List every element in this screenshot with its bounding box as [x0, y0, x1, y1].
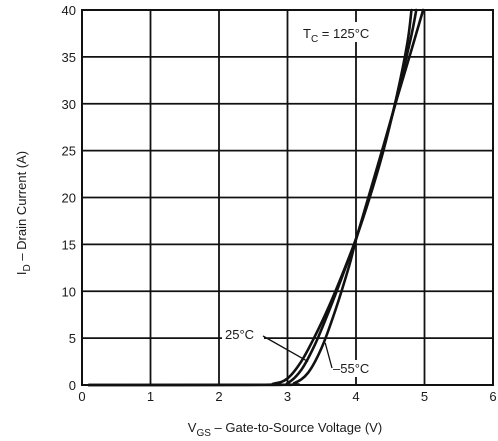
y-tick-label: 0 [69, 378, 76, 393]
x-tick-label: 3 [284, 389, 291, 404]
y-tick-label: 5 [69, 331, 76, 346]
y-tick-label: 15 [62, 237, 76, 252]
x-axis-label: VGS – Gate-to-Source Voltage (V) [188, 420, 382, 439]
y-tick-labels: 0 5 10 15 20 25 30 35 40 [62, 3, 76, 393]
x-tick-label: 6 [489, 389, 496, 404]
svg-text:–55°C: –55°C [333, 361, 369, 376]
y-tick-label: 20 [62, 191, 76, 206]
plot-frame [81, 9, 494, 386]
y-tick-label: 25 [62, 144, 76, 159]
y-tick-label: 40 [62, 3, 76, 18]
svg-text:25°C: 25°C [225, 327, 254, 342]
y-axis-label: ID – Drain Current (A) [14, 151, 33, 275]
annotation-25c: 25°C [222, 325, 309, 363]
x-tick-label: 2 [215, 389, 222, 404]
annotation-minus55c-leader [324, 342, 333, 369]
y-tick-label: 30 [62, 97, 76, 112]
x-tick-label: 5 [421, 389, 428, 404]
x-tick-labels: 0 1 2 3 4 5 6 [78, 389, 496, 404]
x-tick-label: 4 [352, 389, 359, 404]
y-tick-label: 10 [62, 284, 76, 299]
svg-text:TC = 125°C: TC = 125°C [303, 26, 369, 45]
grid [82, 10, 493, 385]
annotation-minus55c: –55°C [324, 342, 380, 377]
x-tick-label: 0 [78, 389, 85, 404]
x-tick-label: 1 [147, 389, 154, 404]
annotation-25c-leader [262, 335, 309, 363]
annotation-tc-125: TC = 125°C [300, 22, 388, 45]
y-tick-label: 35 [62, 50, 76, 65]
